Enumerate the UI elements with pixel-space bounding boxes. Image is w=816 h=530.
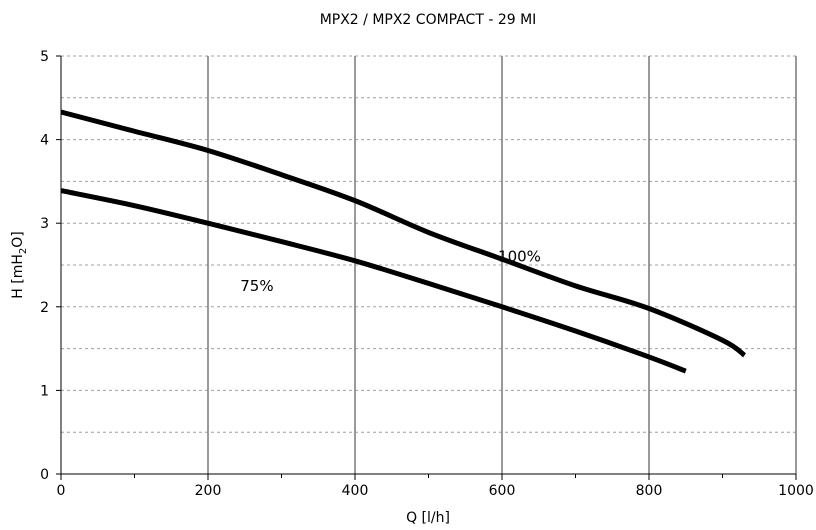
series-line-100pct (60, 109, 747, 358)
y-tick-label: 0 (40, 467, 49, 483)
x-tick-label: 200 (195, 483, 222, 499)
y-tick-label: 4 (40, 133, 49, 149)
series-lines (60, 109, 747, 374)
x-tick-label: 600 (489, 483, 516, 499)
chart-title: MPX2 / MPX2 COMPACT - 29 MI (320, 12, 537, 28)
tick-labels: 0 1 2 3 4 5 0 200 400 600 800 1000 (40, 49, 814, 499)
x-tick-label: 1000 (778, 483, 814, 499)
series-labels: 100% 75% (240, 248, 541, 295)
series-label-75pct: 75% (240, 277, 273, 295)
axes (56, 55, 797, 480)
series-label-100pct: 100% (498, 248, 541, 266)
series-line-75pct (60, 188, 687, 374)
x-tick-label: 0 (57, 483, 66, 499)
x-axis-label: Q [l/h] (406, 510, 450, 526)
y-axis-label-tail: O] (10, 231, 26, 247)
y-axis-label: H [mH2O] (10, 231, 29, 298)
y-tick-label: 2 (40, 300, 49, 316)
y-axis-label-subscript: 2 (18, 248, 29, 254)
x-tick-label: 800 (636, 483, 663, 499)
y-tick-label: 1 (40, 383, 49, 399)
x-tick-label: 400 (342, 483, 369, 499)
y-tick-label: 5 (40, 49, 49, 65)
grid (61, 55, 797, 474)
y-axis-label-main: H [mH (10, 254, 26, 299)
y-tick-label: 3 (40, 216, 49, 232)
